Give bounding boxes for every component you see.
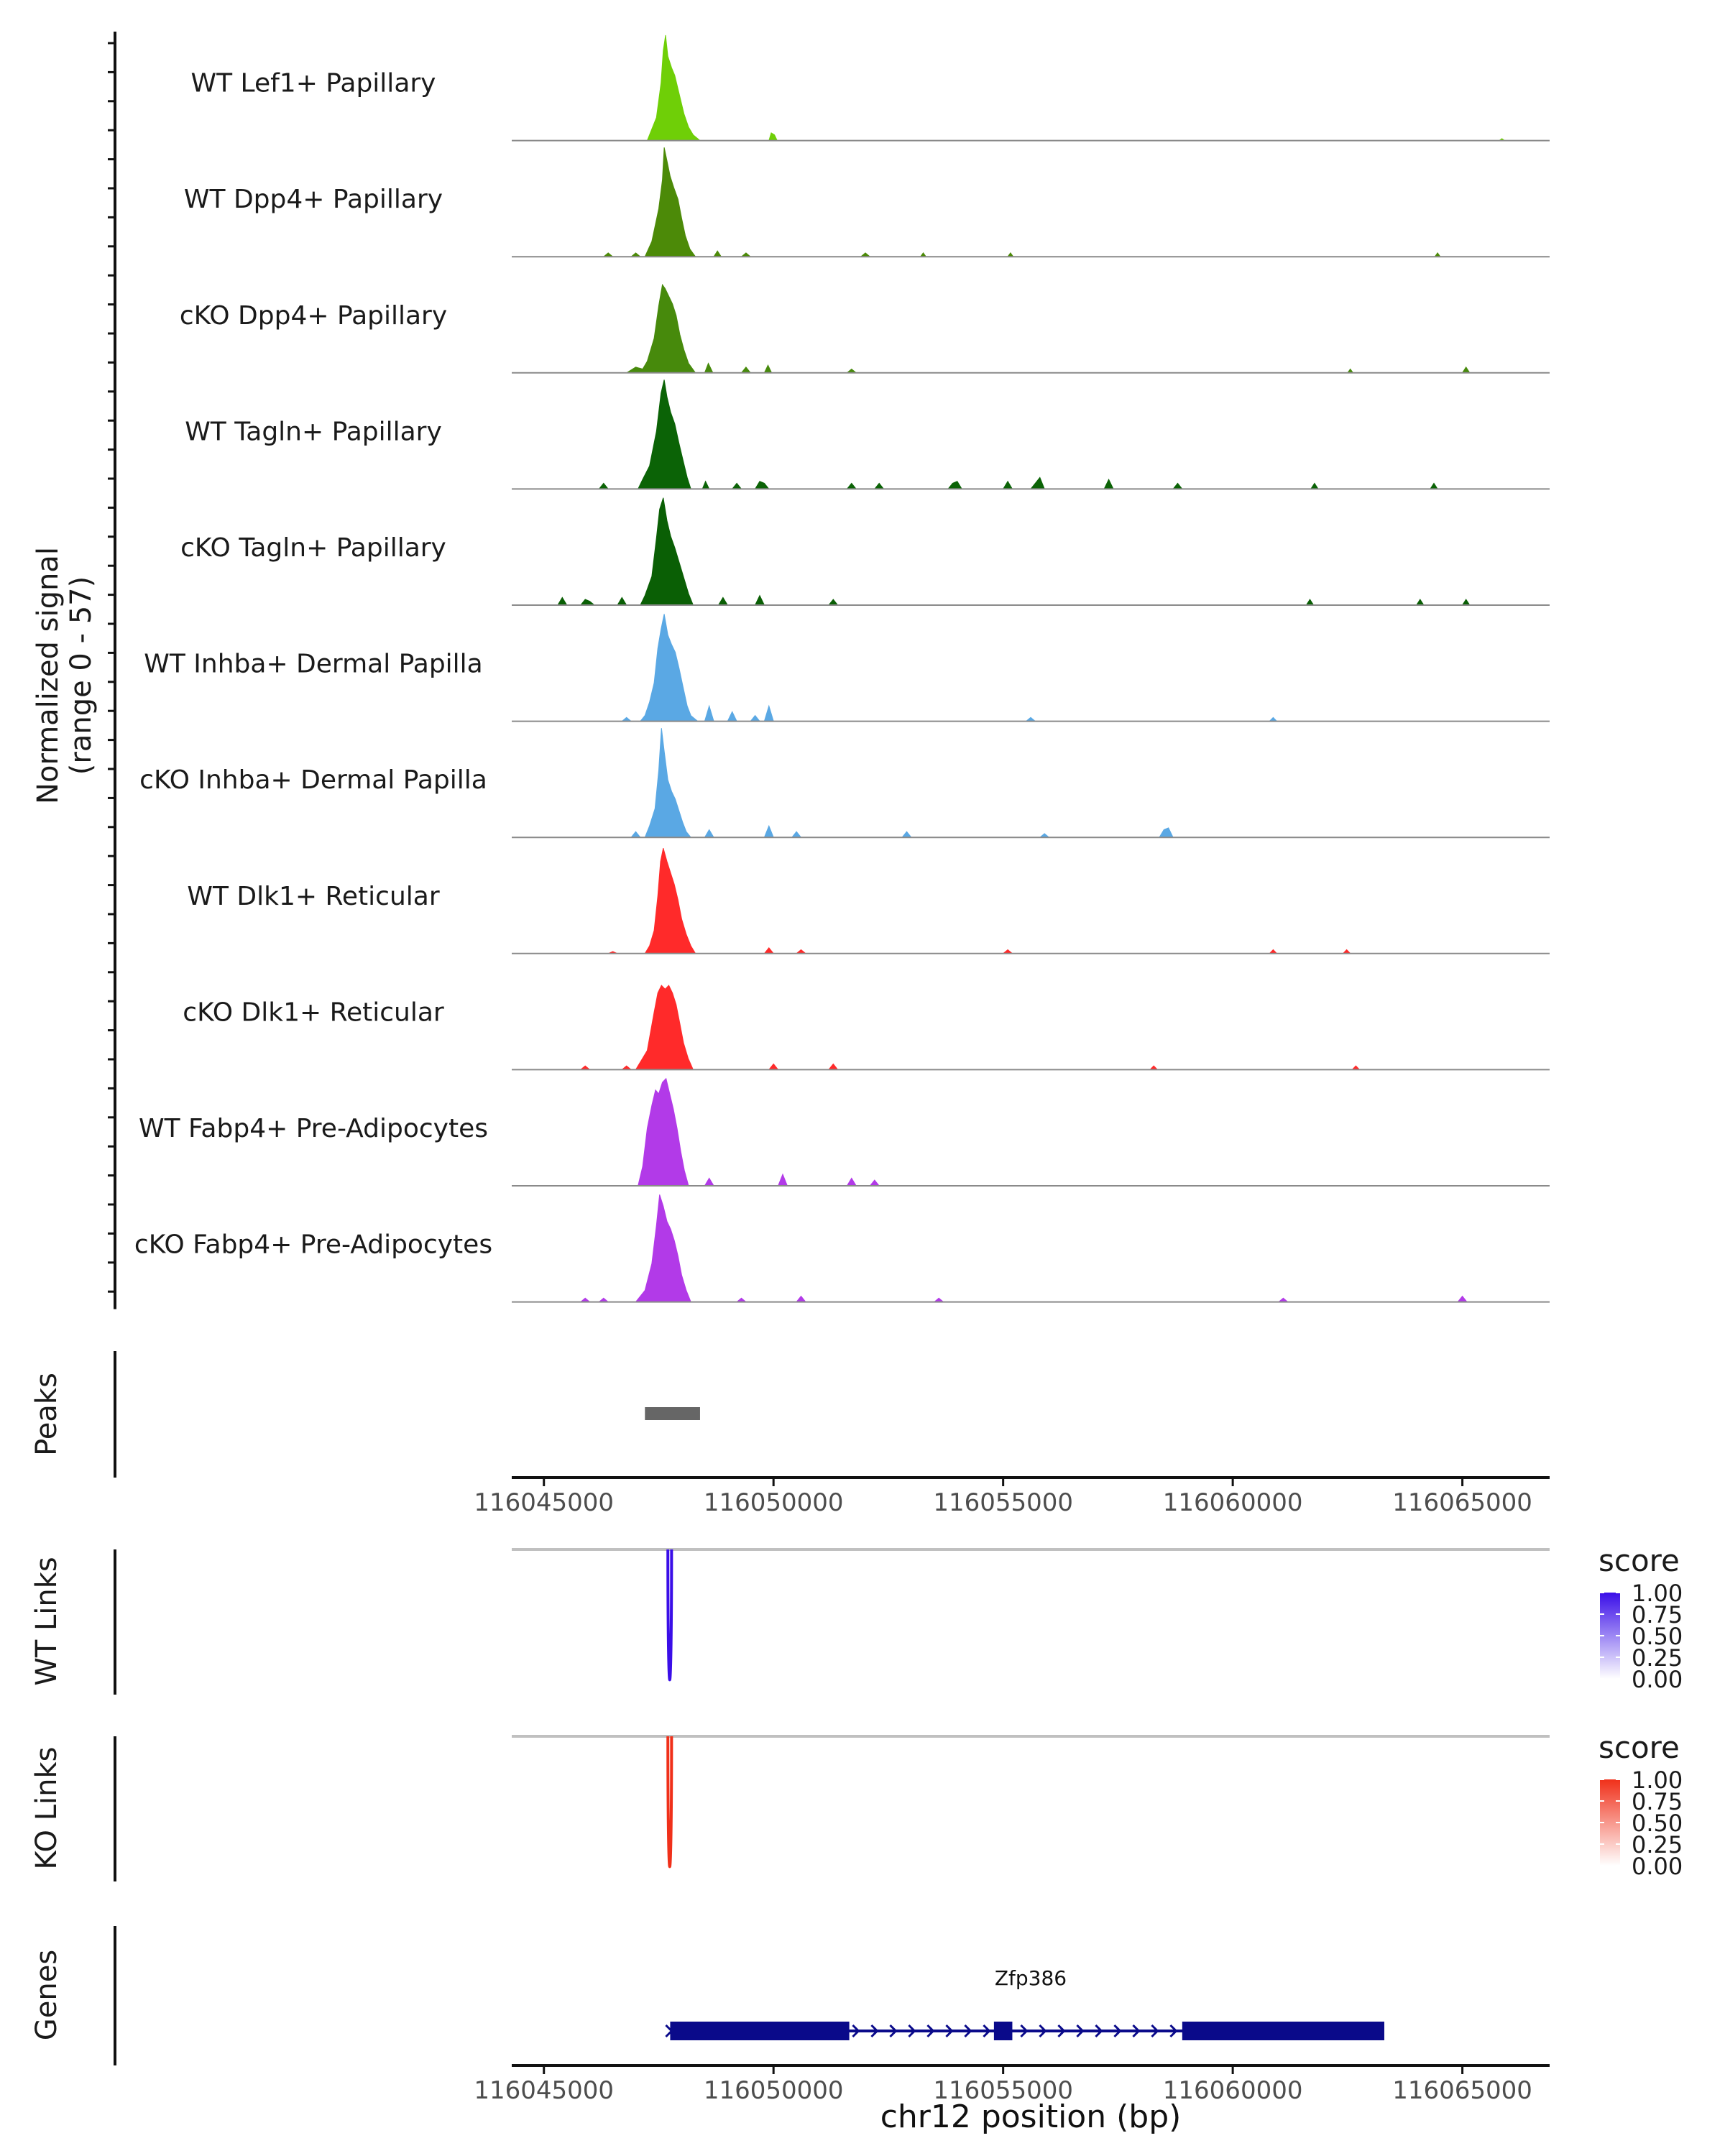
- coverage-y-axis: [108, 32, 116, 1309]
- legend-tick-label: 0.25: [1632, 1644, 1683, 1672]
- x-axis-bottom: 116045000 116050000 116055000 116060000 1160…: [474, 2064, 1550, 2105]
- strand-arrow: [1113, 2024, 1122, 2038]
- coverage-track: cKO Fabp4+ Pre-Adipocytes: [134, 1194, 1550, 1303]
- coverage-track: WT Lef1+ Papillary: [191, 34, 1550, 142]
- x-tick-label: 116055000: [933, 1488, 1073, 1517]
- coverage-track: WT Inhba+ Dermal Papilla: [144, 614, 1550, 722]
- strand-arrow: [1169, 2024, 1178, 2038]
- strand-arrow: [1095, 2024, 1103, 2038]
- x-axis-title: chr12 position (bp): [880, 2099, 1182, 2135]
- strand-arrow: [1039, 2024, 1047, 2038]
- gene-name-label: Zfp386: [995, 1966, 1067, 1990]
- gene-models: Zfp386: [665, 1966, 1384, 2040]
- peak-range: [645, 1407, 700, 1420]
- coverage-area: [579, 1194, 1468, 1303]
- strand-arrow: [945, 2024, 954, 2038]
- track-label: cKO Dpp4+ Papillary: [180, 301, 447, 331]
- coverage-area: [608, 847, 1351, 954]
- strand-arrow: [1076, 2024, 1085, 2038]
- coverage-track: WT Dpp4+ Papillary: [184, 147, 1550, 258]
- link-arc: [666, 1736, 673, 1869]
- strand-arrow: [908, 2024, 916, 2038]
- coverage-area: [557, 497, 1471, 606]
- track-label: WT Dpp4+ Papillary: [184, 185, 443, 214]
- legend-tick-label: 0.00: [1632, 1853, 1683, 1880]
- legend-tick-label: 0.50: [1632, 1810, 1683, 1837]
- coverage-area: [625, 283, 1471, 374]
- x-tick-label: 116050000: [704, 2076, 844, 2105]
- peaks-ranges: [645, 1407, 700, 1420]
- x-axis-top: 116045000 116050000 116055000 116060000 1160…: [474, 1476, 1550, 1517]
- strand-arrow: [926, 2024, 935, 2038]
- coverage-track: cKO Tagln+ Papillary: [180, 497, 1550, 606]
- coverage-area: [579, 985, 1361, 1070]
- x-tick-label: 116050000: [704, 1488, 844, 1517]
- legend-tick-label: 1.00: [1632, 1580, 1683, 1607]
- coverage-area: [602, 147, 1441, 257]
- strand-arrow: [889, 2024, 898, 2038]
- track-label: WT Tagln+ Papillary: [185, 417, 442, 446]
- strand-arrow: [1151, 2024, 1159, 2038]
- x-tick-label: 116060000: [1163, 1488, 1303, 1517]
- x-tick-label: 116045000: [474, 1488, 614, 1517]
- track-label: cKO Tagln+ Papillary: [180, 533, 446, 563]
- links-label: KO Links: [30, 1747, 63, 1870]
- gene-exon: [670, 2022, 850, 2040]
- gene-model: Zfp386: [665, 1966, 1384, 2040]
- track-label: cKO Fabp4+ Pre-Adipocytes: [134, 1230, 492, 1260]
- gene-exon: [1182, 2022, 1384, 2040]
- track-label: cKO Dlk1+ Reticular: [183, 998, 444, 1027]
- track-label: WT Dlk1+ Reticular: [187, 882, 439, 911]
- legend-tick-label: 0.75: [1632, 1601, 1683, 1628]
- coverage-y-range-label: (range 0 - 57): [65, 576, 98, 775]
- strand-arrow: [852, 2024, 860, 2038]
- x-tick-label: 116045000: [474, 2076, 614, 2105]
- coverage-y-label: Normalized signal: [32, 547, 65, 804]
- coverage-area: [630, 728, 1174, 838]
- link-arc: [666, 1549, 673, 1682]
- legend-tick-label: 1.00: [1632, 1766, 1683, 1794]
- coverage-area: [620, 614, 1278, 722]
- track-label: cKO Inhba+ Dermal Papilla: [139, 765, 487, 795]
- x-tick-label: 116055000: [933, 2076, 1073, 2105]
- legend-title: score: [1598, 1543, 1680, 1578]
- gene-exon: [993, 2022, 1013, 2040]
- strand-arrow: [1057, 2024, 1066, 2038]
- coverage-area: [646, 34, 1506, 142]
- coverage-track: cKO Dpp4+ Papillary: [180, 283, 1550, 374]
- legend-tick-label: 0.75: [1632, 1788, 1683, 1815]
- track-label: WT Fabp4+ Pre-Adipocytes: [139, 1114, 488, 1143]
- coverage-area: [638, 1077, 880, 1187]
- track-label: WT Lef1+ Papillary: [191, 69, 436, 98]
- coverage-track: cKO Dlk1+ Reticular: [183, 985, 1550, 1071]
- genes-label: Genes: [30, 1950, 63, 2040]
- strand-arrow: [1132, 2024, 1141, 2038]
- strand-arrow: [870, 2024, 879, 2038]
- strand-arrow: [964, 2024, 972, 2038]
- legend-tick-label: 0.50: [1632, 1623, 1683, 1650]
- track-label: WT Inhba+ Dermal Papilla: [144, 650, 482, 679]
- genes-panel: Genes Zfp386 116045000 116050000 116055000…: [30, 1926, 1550, 2135]
- legend-tick-label: 0.00: [1632, 1666, 1683, 1693]
- legend-tick-label: 0.25: [1632, 1831, 1683, 1858]
- x-tick-label: 116065000: [1392, 2076, 1532, 2105]
- coverage-tracks: WT Lef1+ Papillary WT Dpp4+ Papillary cKO …: [134, 34, 1550, 1303]
- coverage-area: [598, 379, 1439, 489]
- coverage-track: WT Fabp4+ Pre-Adipocytes: [139, 1077, 1550, 1187]
- strand-arrow: [1020, 2024, 1029, 2038]
- peaks-label: Peaks: [30, 1373, 63, 1456]
- peaks-panel: Peaks 116045000 116050000 116055000 1160600…: [30, 1351, 1550, 1517]
- links-label: WT Links: [30, 1557, 63, 1685]
- legend-title: score: [1598, 1730, 1680, 1765]
- coverage-track: WT Dlk1+ Reticular: [187, 847, 1550, 954]
- x-tick-label: 116065000: [1392, 1488, 1532, 1517]
- coverage-track: cKO Inhba+ Dermal Papilla: [139, 728, 1550, 839]
- x-tick-label: 116060000: [1163, 2076, 1303, 2105]
- strand-arrow: [983, 2024, 991, 2038]
- coverage-track: WT Tagln+ Papillary: [185, 379, 1550, 490]
